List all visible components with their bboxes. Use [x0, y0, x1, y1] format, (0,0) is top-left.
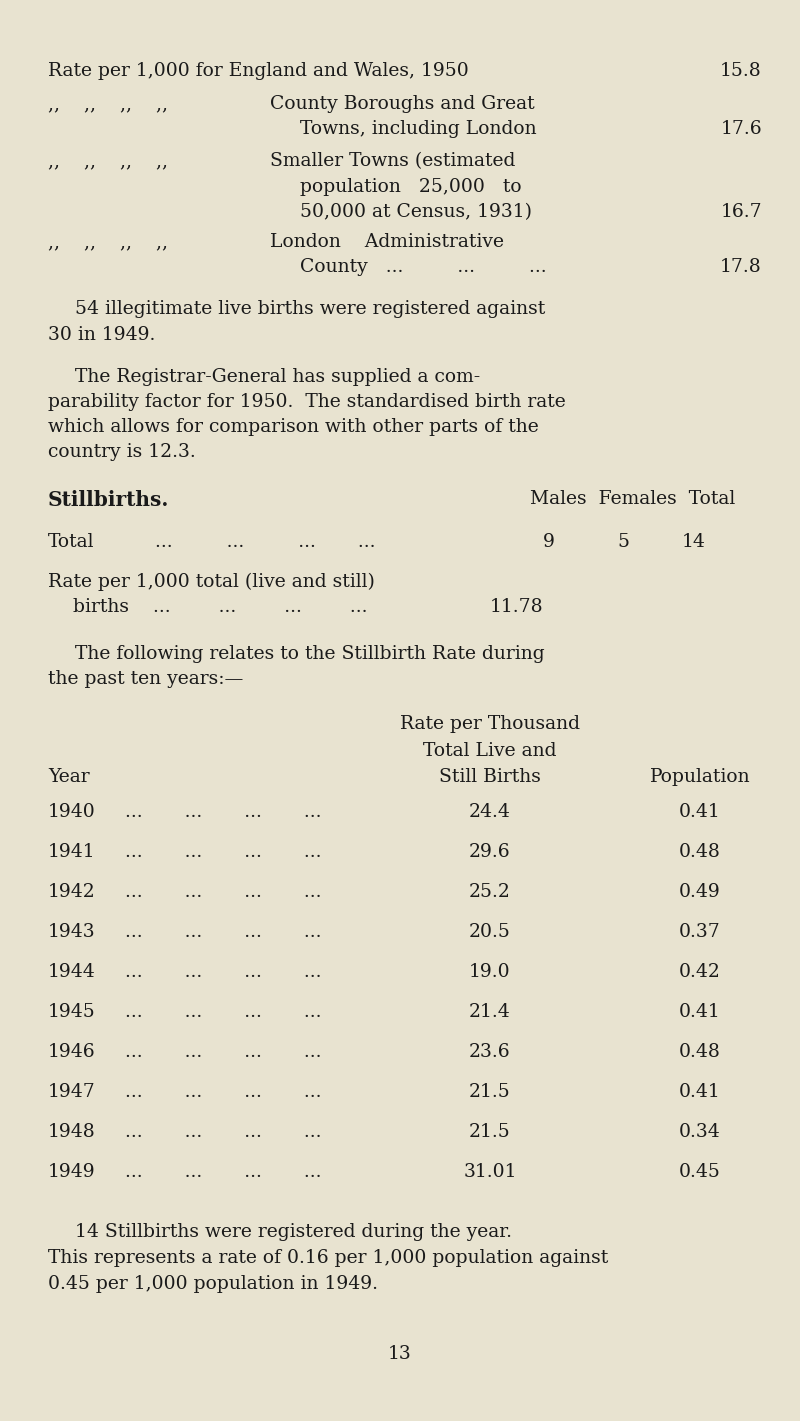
Text: Rate per Thousand: Rate per Thousand — [400, 715, 580, 733]
Text: 0.41: 0.41 — [679, 1083, 721, 1101]
Text: 1946: 1946 — [48, 1043, 96, 1061]
Text: ...       ...       ...       ...: ... ... ... ... — [125, 1003, 322, 1022]
Text: 0.49: 0.49 — [679, 882, 721, 901]
Text: 30 in 1949.: 30 in 1949. — [48, 325, 155, 344]
Text: ...         ...         ...       ...: ... ... ... ... — [155, 533, 375, 551]
Text: 0.37: 0.37 — [679, 924, 721, 941]
Text: 54 illegitimate live births were registered against: 54 illegitimate live births were registe… — [75, 300, 546, 318]
Text: 1941: 1941 — [48, 843, 96, 861]
Text: ,,    ,,    ,,    ,,: ,, ,, ,, ,, — [48, 152, 168, 171]
Text: 24.4: 24.4 — [469, 803, 511, 821]
Text: 0.48: 0.48 — [679, 843, 721, 861]
Text: 15.8: 15.8 — [720, 63, 762, 80]
Text: Stillbirths.: Stillbirths. — [48, 490, 170, 510]
Text: 16.7: 16.7 — [720, 203, 762, 222]
Text: 29.6: 29.6 — [469, 843, 511, 861]
Text: 1940: 1940 — [48, 803, 96, 821]
Text: 25.2: 25.2 — [469, 882, 511, 901]
Text: ...       ...       ...       ...: ... ... ... ... — [125, 882, 322, 901]
Text: 50,000 at Census, 1931): 50,000 at Census, 1931) — [300, 203, 532, 222]
Text: 31.01: 31.01 — [463, 1162, 517, 1181]
Text: 21.5: 21.5 — [469, 1123, 511, 1141]
Text: 1947: 1947 — [48, 1083, 96, 1101]
Text: Males  Females  Total: Males Females Total — [530, 490, 735, 507]
Text: 17.8: 17.8 — [720, 259, 762, 276]
Text: This represents a rate of 0.16 per 1,000 population against: This represents a rate of 0.16 per 1,000… — [48, 1249, 608, 1268]
Text: country is 12.3.: country is 12.3. — [48, 443, 196, 460]
Text: population   25,000   to: population 25,000 to — [300, 178, 522, 196]
Text: Population: Population — [650, 767, 750, 786]
Text: 0.41: 0.41 — [679, 1003, 721, 1022]
Text: 14 Stillbirths were registered during the year.: 14 Stillbirths were registered during th… — [75, 1223, 512, 1241]
Text: 1948: 1948 — [48, 1123, 96, 1141]
Text: 1944: 1944 — [48, 963, 96, 980]
Text: Rate per 1,000 for England and Wales, 1950: Rate per 1,000 for England and Wales, 19… — [48, 63, 469, 80]
Text: ...       ...       ...       ...: ... ... ... ... — [125, 843, 322, 861]
Text: ...       ...       ...       ...: ... ... ... ... — [125, 1043, 322, 1061]
Text: 19.0: 19.0 — [469, 963, 511, 980]
Text: 20.5: 20.5 — [469, 924, 511, 941]
Text: the past ten years:—: the past ten years:— — [48, 669, 243, 688]
Text: Total: Total — [48, 533, 94, 551]
Text: Smaller Towns (estimated: Smaller Towns (estimated — [270, 152, 515, 171]
Text: 14: 14 — [682, 533, 706, 551]
Text: Year: Year — [48, 767, 90, 786]
Text: 5: 5 — [617, 533, 629, 551]
Text: Rate per 1,000 total (live and still): Rate per 1,000 total (live and still) — [48, 573, 375, 591]
Text: which allows for comparison with other parts of the: which allows for comparison with other p… — [48, 418, 538, 436]
Text: 23.6: 23.6 — [469, 1043, 511, 1061]
Text: 0.41: 0.41 — [679, 803, 721, 821]
Text: 0.45 per 1,000 population in 1949.: 0.45 per 1,000 population in 1949. — [48, 1275, 378, 1293]
Text: London    Administrative: London Administrative — [270, 233, 504, 252]
Text: 0.42: 0.42 — [679, 963, 721, 980]
Text: Total Live and: Total Live and — [423, 742, 557, 760]
Text: The Registrar-General has supplied a com-: The Registrar-General has supplied a com… — [75, 368, 480, 387]
Text: births    ...        ...        ...        ...: births ... ... ... ... — [73, 598, 367, 615]
Text: 11.78: 11.78 — [490, 598, 544, 615]
Text: 0.48: 0.48 — [679, 1043, 721, 1061]
Text: 1949: 1949 — [48, 1162, 96, 1181]
Text: The following relates to the Stillbirth Rate during: The following relates to the Stillbirth … — [75, 645, 545, 664]
Text: Towns, including London: Towns, including London — [300, 119, 537, 138]
Text: 1943: 1943 — [48, 924, 96, 941]
Text: County Boroughs and Great: County Boroughs and Great — [270, 95, 534, 114]
Text: 1945: 1945 — [48, 1003, 96, 1022]
Text: ...       ...       ...       ...: ... ... ... ... — [125, 1162, 322, 1181]
Text: ...       ...       ...       ...: ... ... ... ... — [125, 1083, 322, 1101]
Text: ...       ...       ...       ...: ... ... ... ... — [125, 924, 322, 941]
Text: 1942: 1942 — [48, 882, 96, 901]
Text: ...       ...       ...       ...: ... ... ... ... — [125, 963, 322, 980]
Text: 17.6: 17.6 — [720, 119, 762, 138]
Text: 9: 9 — [543, 533, 555, 551]
Text: 21.4: 21.4 — [469, 1003, 511, 1022]
Text: ...       ...       ...       ...: ... ... ... ... — [125, 1123, 322, 1141]
Text: 13: 13 — [388, 1346, 412, 1363]
Text: 0.34: 0.34 — [679, 1123, 721, 1141]
Text: County   ...         ...         ...: County ... ... ... — [300, 259, 546, 276]
Text: ,,    ,,    ,,    ,,: ,, ,, ,, ,, — [48, 95, 168, 114]
Text: Still Births: Still Births — [439, 767, 541, 786]
Text: ...       ...       ...       ...: ... ... ... ... — [125, 803, 322, 821]
Text: 0.45: 0.45 — [679, 1162, 721, 1181]
Text: parability factor for 1950.  The standardised birth rate: parability factor for 1950. The standard… — [48, 394, 566, 411]
Text: ,,    ,,    ,,    ,,: ,, ,, ,, ,, — [48, 233, 168, 252]
Text: 21.5: 21.5 — [469, 1083, 511, 1101]
